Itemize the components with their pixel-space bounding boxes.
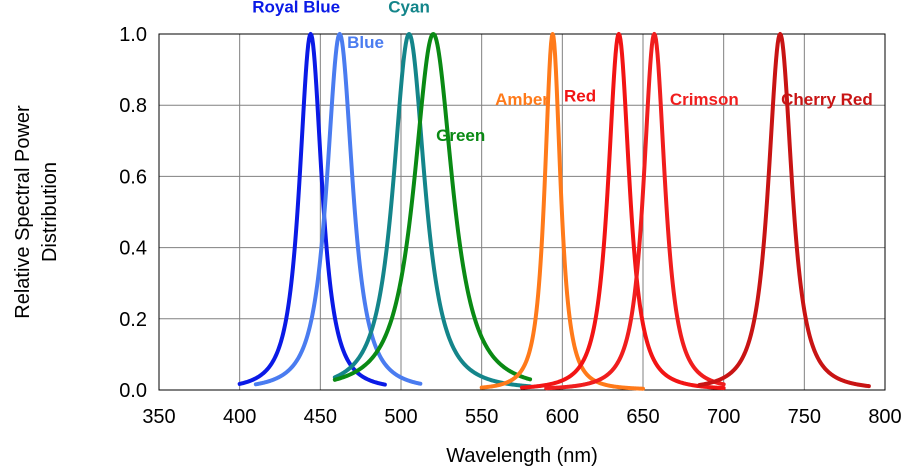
y-tick-label: 1.0 xyxy=(119,24,147,46)
y-axis-title-line-2: Distribution xyxy=(39,162,61,262)
x-tick-label: 400 xyxy=(223,406,256,428)
series-line-cherry-red xyxy=(697,32,871,389)
x-tick-label: 650 xyxy=(626,406,659,428)
y-tick-labels: 0.0 0.2 0.4 0.6 0.8 1.0 xyxy=(119,24,147,402)
x-tick-label: 550 xyxy=(465,406,498,428)
y-axis-title-line-1: Relative Spectral Power xyxy=(12,105,34,319)
y-tick-label: 0.0 xyxy=(119,380,147,402)
series-line-cyan xyxy=(332,32,533,389)
x-tick-label: 600 xyxy=(546,406,579,428)
series-group xyxy=(237,32,871,391)
y-tick-label: 0.8 xyxy=(119,95,147,117)
x-tick-label: 700 xyxy=(707,406,740,428)
x-tick-label: 450 xyxy=(304,406,337,428)
x-tick-label: 750 xyxy=(788,406,821,428)
x-tick-label: 800 xyxy=(868,406,901,428)
series-label-green: Green xyxy=(436,126,485,145)
y-tick-label: 0.4 xyxy=(119,238,147,260)
x-axis-title: Wavelength (nm) xyxy=(446,445,598,467)
series-line-amber xyxy=(479,32,645,391)
series-line-royal-blue xyxy=(237,32,387,387)
y-tick-label: 0.6 xyxy=(119,166,147,188)
x-tick-label: 350 xyxy=(142,406,175,428)
series-label-crimson: Crimson xyxy=(670,90,739,109)
series-line-green xyxy=(332,32,533,382)
plot-area xyxy=(159,34,885,390)
series-line-red xyxy=(520,32,726,391)
series-line-crimson xyxy=(544,32,726,391)
plot-frame xyxy=(158,33,886,391)
y-tick-label: 0.2 xyxy=(119,309,147,331)
series-label-amber: Amber xyxy=(495,90,549,109)
series-label-blue: Blue xyxy=(347,33,384,52)
series-label-royal-blue: Royal Blue xyxy=(252,0,340,17)
series-label-cyan: Cyan xyxy=(388,0,430,17)
x-tick-label: 500 xyxy=(384,406,417,428)
series-label-cherry-red: Cherry Red xyxy=(781,90,873,109)
series-line-blue xyxy=(253,32,423,387)
x-tick-labels: 350 400 450 500 550 600 650 700 750 800 xyxy=(142,406,901,428)
series-label-red: Red xyxy=(564,87,596,106)
